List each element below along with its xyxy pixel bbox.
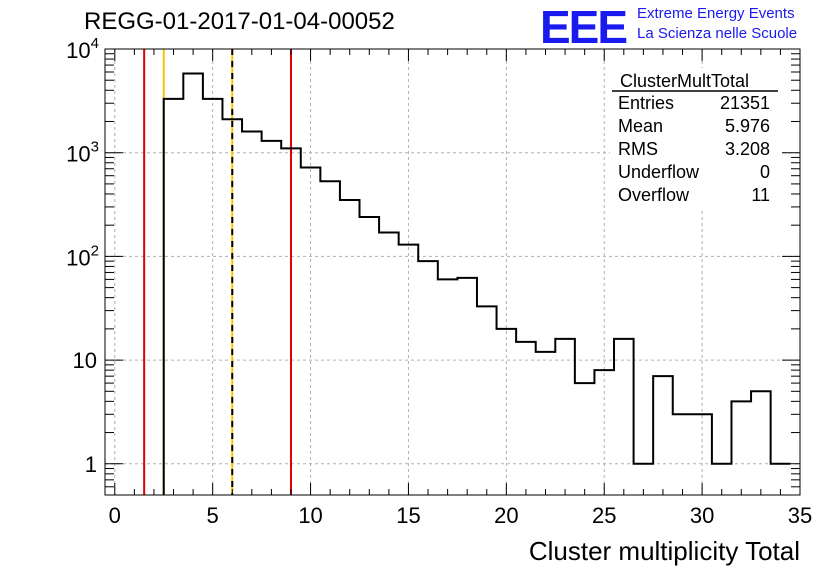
histogram-bin: [340, 200, 360, 495]
histogram-bin: [673, 414, 693, 495]
stats-label-overflow: Overflow: [618, 185, 690, 205]
stats-value-entries: 21351: [719, 93, 770, 113]
x-axis-label: Cluster multiplicity Total: [529, 536, 800, 566]
logo-line-1: Extreme Energy Events: [637, 5, 795, 22]
x-tick-label: 0: [109, 503, 121, 528]
y-tick-label: 10: [73, 348, 97, 373]
y-tick-label: 1: [85, 452, 97, 477]
histogram-bin: [418, 261, 438, 495]
histogram-bin: [731, 401, 751, 495]
stats-value-overflow: 11: [751, 185, 770, 205]
histogram-bin: [477, 306, 497, 495]
logo-line-2: La Scienza nelle Scuole: [637, 25, 798, 42]
histogram-bin: [242, 132, 262, 495]
x-tick-label: 20: [494, 503, 518, 528]
stats-value-mean: 5.976: [724, 116, 770, 136]
histogram-bin: [516, 342, 536, 495]
x-tick-label: 25: [592, 503, 616, 528]
histogram-bin: [751, 391, 771, 495]
y-tick-label: 102: [66, 242, 99, 270]
stats-label-rms: RMS: [618, 139, 658, 159]
histogram-line: [162, 72, 791, 495]
histogram-bin: [438, 279, 458, 495]
histogram-bin: [360, 217, 380, 495]
histogram-bin: [164, 99, 184, 495]
x-tick-label: 35: [788, 503, 812, 528]
histogram-bin: [320, 181, 340, 495]
eee-logo: EEE: [540, 1, 628, 53]
histogram-bin: [575, 383, 595, 495]
x-tick-label: 15: [396, 503, 420, 528]
histogram-bin: [379, 232, 399, 495]
chart-title: REGG-01-2017-01-04-00052: [84, 8, 395, 35]
x-tick-label: 5: [207, 503, 219, 528]
stats-value-rms: 3.208: [724, 139, 770, 159]
stats-label-entries: Entries: [618, 93, 675, 113]
histogram-bin: [262, 141, 282, 495]
y-tick-label: 104: [66, 35, 99, 63]
histogram-bin: [555, 339, 575, 495]
histogram-bin: [183, 74, 203, 495]
histogram-bin: [614, 339, 634, 495]
stats-label-underflow: Underflow: [618, 162, 700, 182]
stats-box-title: ClusterMultTotal: [620, 71, 750, 91]
x-tick-label: 30: [690, 503, 714, 528]
histogram-bin: [457, 278, 477, 495]
histogram-bin: [653, 376, 673, 495]
stats-value-underflow: 0: [759, 162, 770, 182]
stats-label-mean: Mean: [618, 116, 664, 136]
x-tick-label: 10: [298, 503, 322, 528]
y-tick-label: 103: [66, 139, 99, 167]
histogram-bin: [536, 352, 556, 495]
